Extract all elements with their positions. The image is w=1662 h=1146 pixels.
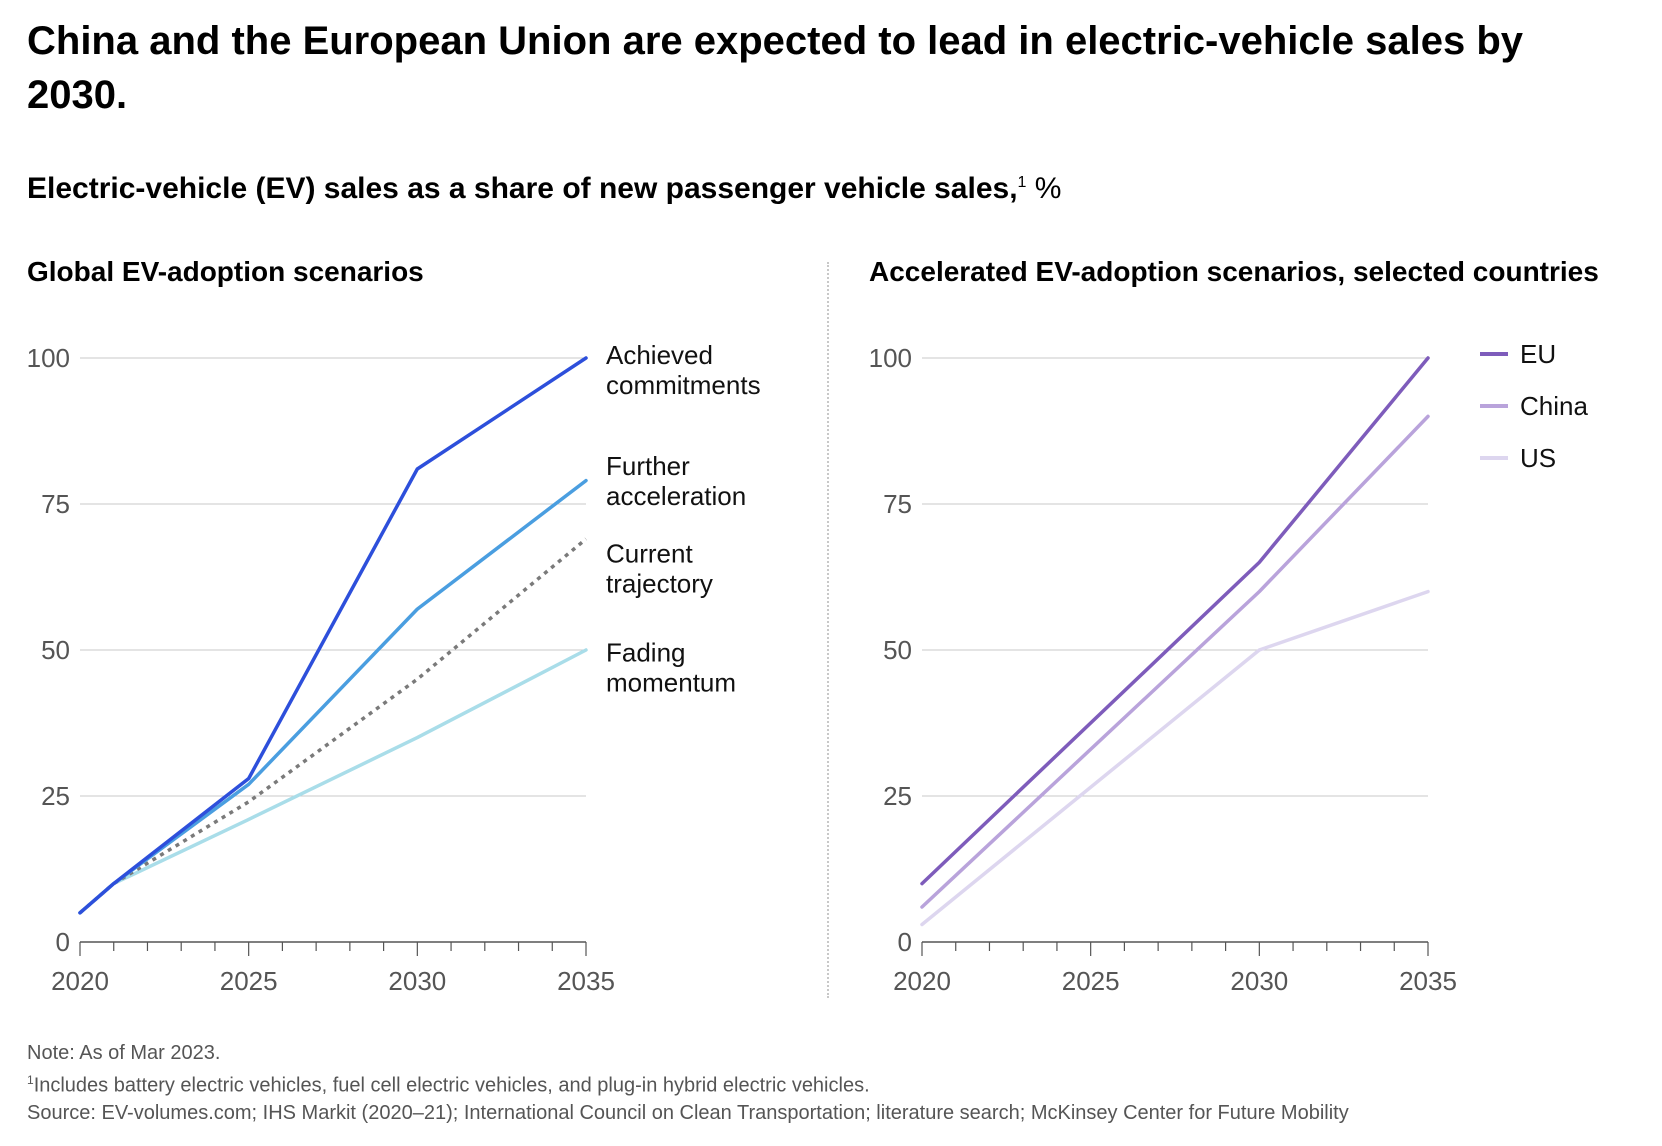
legend-label-eu: EU [1520,339,1556,369]
country-scenarios-chart: 0 25 50 75 100 2020 2025 2030 2035 EU China US [869,339,1589,996]
series-label-fading-momentum-1: momentum [606,668,736,698]
series-line-achieved-commitments [78,356,588,915]
footer-footnote: 1Includes battery electric vehicles, fue… [27,1067,1349,1100]
subtitle-footnote-mark: 1 [1017,174,1027,191]
series-line-eu [920,356,1430,886]
series-label-fading-momentum-0: Fading [606,638,686,668]
global-scenarios-chart: 0 25 50 75 100 2020 2025 2030 2035 Achievedcommit… [27,340,761,996]
panel-divider [827,262,829,998]
footer-source: Source: EV-volumes.com; IHS Markit (2020… [27,1101,1349,1124]
x-tick-label-2020: 2020 [893,966,951,996]
x-tick-label-2035: 2035 [1399,966,1457,996]
series-line-further-acceleration [78,478,588,915]
y-tick-label-25: 25 [41,781,70,811]
footer: Note: As of Mar 2023. 1Includes battery … [27,1040,1349,1127]
y-tick-label-0: 0 [56,927,70,957]
series-line-current-trajectory [78,537,588,915]
y-tick-label-100: 100 [869,343,912,373]
y-tick-label-25: 25 [883,781,912,811]
series-line-fading-momentum [78,648,588,915]
legend-label-us: US [1520,443,1556,473]
series-label-achieved-commitments-0: Achieved [606,340,713,370]
subtitle-text: Electric-vehicle (EV) sales as a share o… [27,172,1018,205]
footnote-text: Includes battery electric vehicles, fuel… [33,1074,870,1097]
x-tick-label-2025: 2025 [220,966,278,996]
series-line-us [920,589,1430,927]
legend-label-china: China [1520,391,1588,421]
series-label-achieved-commitments-1: commitments [606,370,761,400]
y-tick-label-100: 100 [27,343,70,373]
x-tick-label-2030: 2030 [1230,966,1288,996]
subtitle-unit: % [1026,172,1062,205]
right-panel-title: Accelerated EV-adoption scenarios, selec… [869,256,1599,287]
series-label-further-acceleration-0: Further [606,451,690,481]
footer-note: Note: As of Mar 2023. [27,1042,221,1064]
y-tick-label-75: 75 [41,489,70,519]
chart-title: China and the European Union are expecte… [27,19,1524,117]
left-panel-title: Global EV-adoption scenarios [27,256,424,287]
x-tick-label-2025: 2025 [1062,966,1120,996]
series-label-current-trajectory-1: trajectory [606,568,713,598]
y-tick-label-50: 50 [41,635,70,665]
x-tick-label-2030: 2030 [388,966,446,996]
series-label-further-acceleration-1: acceleration [606,481,746,511]
footnote-mark: 1 [27,1073,34,1087]
y-tick-label-50: 50 [883,635,912,665]
series-label-current-trajectory-0: Current [606,538,693,568]
series-line-china [920,414,1430,909]
x-tick-label-2020: 2020 [51,966,109,996]
x-tick-label-2035: 2035 [557,966,615,996]
chart-subtitle: Electric-vehicle (EV) sales as a share o… [27,172,1061,206]
y-tick-label-75: 75 [883,489,912,519]
y-tick-label-0: 0 [898,927,912,957]
